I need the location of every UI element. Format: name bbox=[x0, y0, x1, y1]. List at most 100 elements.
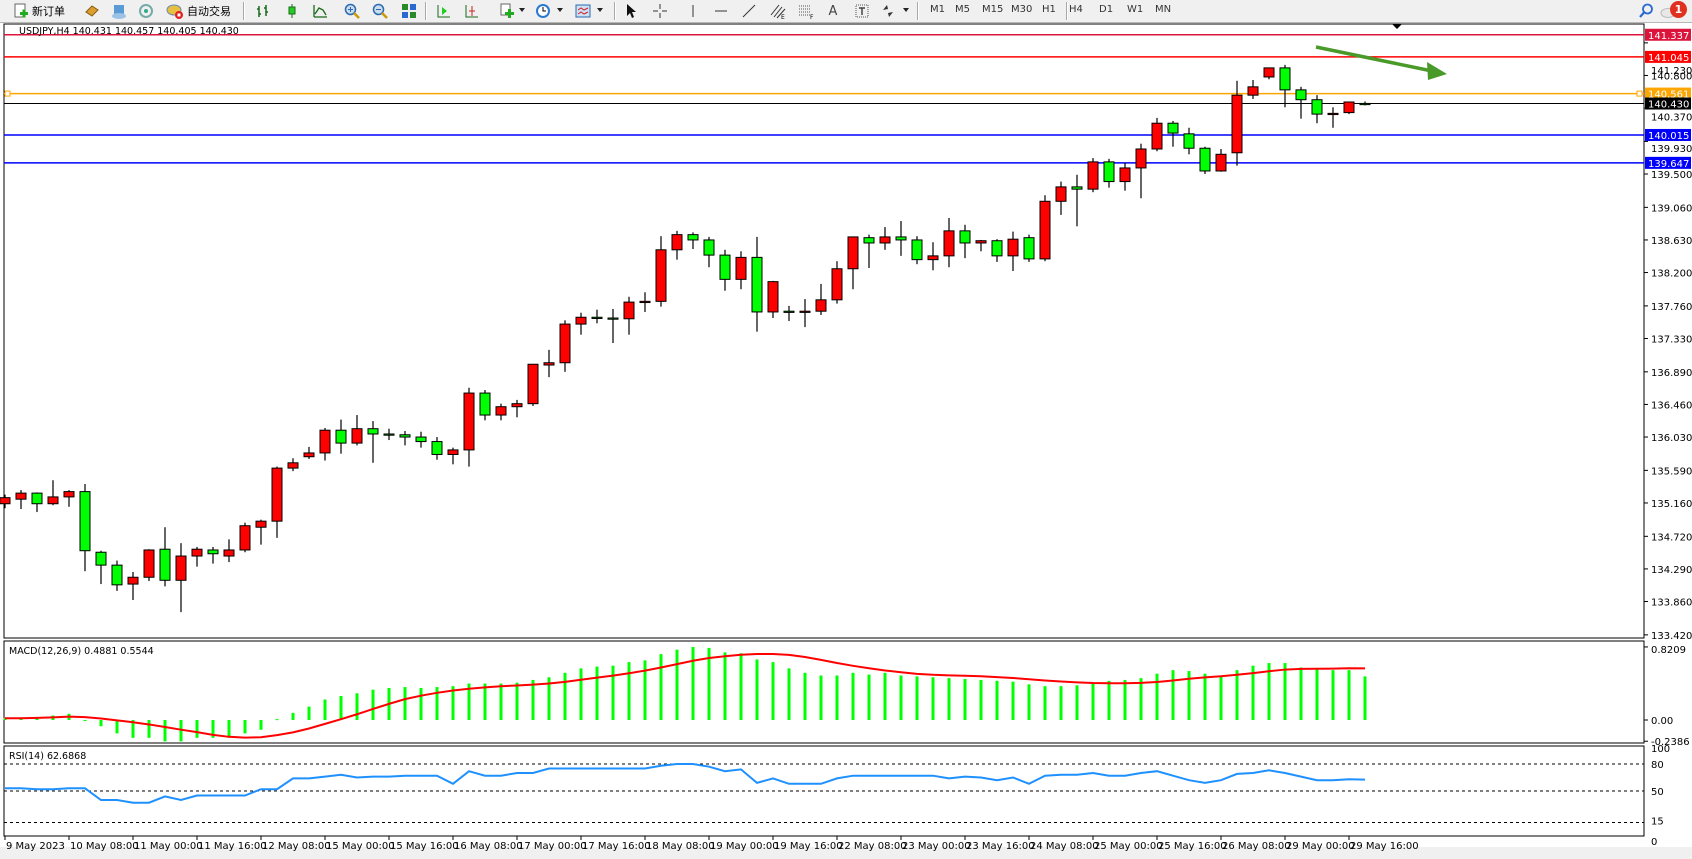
templates-dropdown[interactable] bbox=[597, 8, 603, 12]
timeframe-m5[interactable]: M5 bbox=[955, 4, 970, 15]
timeframe-d1[interactable]: D1 bbox=[1099, 4, 1114, 15]
candle-body bbox=[111, 564, 123, 586]
candle bbox=[95, 550, 107, 585]
timeframe-w1[interactable]: W1 bbox=[1127, 4, 1144, 15]
timeframe-m15[interactable]: M15 bbox=[982, 4, 1004, 15]
candle-body bbox=[1215, 153, 1227, 172]
macd-histogram-bar bbox=[691, 647, 695, 720]
text-button[interactable]: A bbox=[824, 2, 842, 20]
periods-dropdown[interactable] bbox=[557, 8, 563, 12]
zoom-in-icon bbox=[344, 3, 360, 19]
zoom-out-button[interactable] bbox=[371, 2, 389, 20]
periods-button[interactable] bbox=[534, 2, 552, 20]
cursor-button[interactable] bbox=[622, 2, 640, 20]
vertical-line-button[interactable] bbox=[684, 2, 702, 20]
candle-body bbox=[31, 492, 43, 505]
chart-shift-button[interactable] bbox=[434, 2, 452, 20]
templates-button[interactable] bbox=[574, 2, 592, 20]
fibonacci-button[interactable]: F bbox=[797, 2, 815, 20]
equidistant-channel-button[interactable]: E bbox=[769, 2, 787, 20]
signals-button[interactable] bbox=[137, 2, 155, 20]
candle bbox=[383, 428, 395, 441]
timeframe-h1[interactable]: H1 bbox=[1042, 4, 1056, 15]
arrows-button[interactable] bbox=[879, 2, 897, 20]
bar-chart-button[interactable] bbox=[254, 2, 272, 20]
search-button[interactable] bbox=[1637, 2, 1655, 20]
candle bbox=[159, 527, 171, 587]
price-level-badge bbox=[1645, 128, 1691, 141]
auto-trading-button[interactable]: 自动交易 bbox=[166, 2, 238, 20]
candle bbox=[1087, 158, 1099, 193]
macd-histogram-bar bbox=[771, 662, 775, 720]
navigator-button[interactable] bbox=[83, 2, 101, 20]
crosshair-button[interactable] bbox=[651, 2, 669, 20]
candle bbox=[1023, 234, 1035, 262]
price-level-badge bbox=[1645, 50, 1691, 63]
indicators-dropdown[interactable] bbox=[519, 8, 525, 12]
candle-body bbox=[607, 317, 619, 320]
trend-arrow-head bbox=[1427, 62, 1447, 80]
macd-histogram-bar bbox=[723, 652, 727, 720]
candle-body bbox=[1295, 89, 1307, 101]
text-label-button[interactable] bbox=[853, 2, 871, 20]
tile-windows-button[interactable] bbox=[400, 2, 418, 20]
candle bbox=[143, 549, 155, 582]
candle bbox=[735, 251, 747, 290]
arrows-dropdown[interactable] bbox=[903, 8, 909, 12]
candle bbox=[351, 415, 363, 446]
candle-body bbox=[255, 520, 267, 528]
macd-histogram-bar bbox=[371, 689, 375, 720]
macd-histogram-bar bbox=[531, 679, 535, 720]
time-axis-label: 19 May 00:00 bbox=[710, 841, 779, 852]
candlestick-button[interactable] bbox=[283, 2, 301, 20]
candle-body bbox=[511, 403, 523, 408]
auto-scroll-button[interactable] bbox=[462, 2, 480, 20]
horizontal-line-button[interactable] bbox=[712, 2, 730, 20]
text-label-icon bbox=[855, 4, 869, 18]
navigator-book-icon bbox=[85, 5, 99, 17]
candle-body bbox=[831, 268, 843, 301]
trendline-button[interactable] bbox=[740, 2, 758, 20]
candle bbox=[1359, 101, 1371, 106]
macd-histogram-bar bbox=[1219, 675, 1223, 720]
candle bbox=[1055, 181, 1067, 215]
candle bbox=[1215, 148, 1227, 172]
macd-histogram-bar bbox=[803, 672, 807, 720]
candle-body bbox=[1071, 186, 1083, 190]
time-axis-label: 24 May 08:00 bbox=[1030, 841, 1099, 852]
zoom-out-icon bbox=[372, 3, 388, 19]
candle-body bbox=[639, 300, 651, 304]
candle-body bbox=[975, 240, 987, 244]
timeframe-m1[interactable]: M1 bbox=[930, 4, 945, 15]
chart-window[interactable]: 141.230 140.800 140.370 139.930 139.500 139.0… bbox=[0, 23, 1692, 859]
rsi-tick-label: 100 bbox=[1651, 744, 1670, 755]
candle-body bbox=[1327, 112, 1339, 116]
timeframe-mn[interactable]: MN bbox=[1155, 4, 1172, 15]
arrows-icon bbox=[883, 5, 893, 17]
new-order-button[interactable]: 新订单 bbox=[13, 2, 75, 20]
candle bbox=[799, 299, 811, 328]
toolbar-separator bbox=[917, 2, 919, 20]
toolbar-separator bbox=[1066, 2, 1068, 20]
market-watch-button[interactable] bbox=[110, 2, 128, 20]
macd-histogram-bar bbox=[1315, 669, 1319, 720]
timeframe-h4[interactable]: H4 bbox=[1069, 4, 1083, 15]
candle bbox=[207, 546, 219, 564]
candle-body bbox=[879, 236, 891, 244]
macd-histogram-bar bbox=[355, 693, 359, 720]
time-axis-label: 10 May 08:00 bbox=[70, 841, 139, 852]
price-tick-label: 135.160 bbox=[1651, 499, 1692, 510]
candle-body bbox=[1311, 99, 1323, 115]
price-level-label: 139.647 bbox=[1648, 159, 1689, 170]
candle-body bbox=[575, 316, 587, 325]
price-level-badge bbox=[1645, 97, 1691, 110]
candle bbox=[127, 571, 139, 600]
indicators-button[interactable] bbox=[498, 2, 516, 20]
zoom-in-button[interactable] bbox=[343, 2, 361, 20]
rsi-line bbox=[5, 763, 1366, 804]
candle bbox=[63, 490, 75, 507]
auto-scroll-icon bbox=[465, 5, 478, 18]
line-chart-button[interactable] bbox=[311, 2, 329, 20]
timeframe-m30[interactable]: M30 bbox=[1011, 4, 1033, 15]
